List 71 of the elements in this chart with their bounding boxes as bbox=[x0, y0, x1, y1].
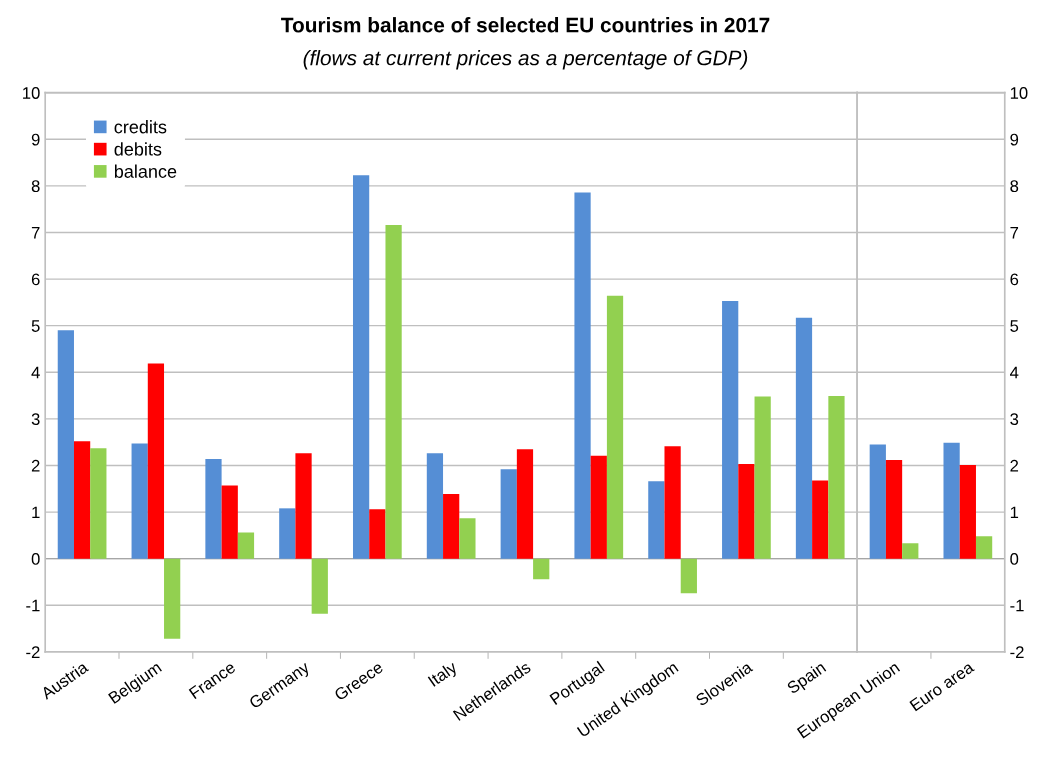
y-tick-label: 8 bbox=[31, 180, 40, 193]
y-tick-label: 7 bbox=[1010, 227, 1019, 239]
bar bbox=[237, 532, 255, 559]
y-tick-label: 4 bbox=[31, 366, 40, 379]
y-tick-label: 5 bbox=[31, 320, 40, 332]
y-tick-label: 9 bbox=[1010, 133, 1019, 146]
bar bbox=[590, 455, 607, 559]
bar bbox=[795, 317, 813, 559]
legend-label: debits bbox=[114, 142, 162, 156]
y-tick-label: 1 bbox=[1010, 506, 1019, 519]
legend-label: credits bbox=[114, 120, 167, 134]
bar bbox=[533, 558, 550, 580]
bar bbox=[722, 300, 739, 559]
bar bbox=[57, 330, 74, 559]
y-tick-label: -2 bbox=[26, 646, 40, 658]
bar bbox=[738, 464, 755, 559]
bar bbox=[221, 485, 238, 559]
y-tick-label: -1 bbox=[1010, 599, 1024, 612]
y-tick-label: 0 bbox=[1010, 553, 1019, 565]
bar bbox=[205, 458, 222, 559]
bar bbox=[459, 518, 476, 559]
y-tick-label: -2 bbox=[1010, 646, 1024, 658]
y-tick-label: 7 bbox=[31, 227, 40, 239]
bar bbox=[352, 175, 370, 559]
bar bbox=[943, 442, 960, 559]
bar bbox=[164, 558, 181, 639]
y-tick-label: 3 bbox=[1010, 413, 1019, 426]
bar bbox=[311, 558, 328, 614]
bar bbox=[369, 509, 386, 559]
y-tick-label: -1 bbox=[26, 599, 40, 612]
y-tick-label: 9 bbox=[31, 133, 40, 146]
bar bbox=[902, 543, 919, 559]
bar bbox=[648, 481, 665, 559]
bar bbox=[295, 453, 312, 559]
bar bbox=[680, 558, 697, 594]
chart-title: Tourism balance of selected EU countries in 2017 bbox=[281, 17, 770, 33]
bar bbox=[73, 441, 91, 559]
y-tick-label: 1 bbox=[32, 506, 40, 519]
bar bbox=[574, 192, 591, 559]
bar bbox=[131, 443, 148, 559]
bar bbox=[812, 480, 829, 559]
y-tick-label: 8 bbox=[1010, 180, 1019, 193]
legend-label: balance bbox=[114, 164, 177, 178]
bar bbox=[828, 396, 845, 559]
bar bbox=[664, 446, 681, 559]
bar bbox=[90, 448, 107, 559]
bar bbox=[443, 493, 460, 559]
bar bbox=[959, 465, 976, 559]
chart-subtitle: (flows at current prices as a percentage of GDP) bbox=[303, 50, 748, 70]
y-tick-label: 10 bbox=[23, 87, 40, 99]
y-tick-label: 2 bbox=[1010, 459, 1019, 472]
y-tick-label: 4 bbox=[1010, 366, 1019, 379]
bar bbox=[975, 536, 993, 559]
bar bbox=[500, 469, 517, 559]
bar bbox=[279, 508, 296, 559]
bar bbox=[754, 396, 771, 559]
bar bbox=[516, 449, 534, 559]
y-tick-label: 2 bbox=[31, 459, 40, 472]
y-tick-label: 6 bbox=[31, 273, 40, 286]
bar bbox=[147, 363, 165, 559]
bar bbox=[385, 225, 402, 559]
x-tick-label: Euro area bbox=[909, 660, 975, 712]
bar bbox=[869, 444, 886, 559]
y-tick-label: 10 bbox=[1010, 87, 1028, 99]
y-tick-label: 3 bbox=[31, 413, 40, 426]
y-tick-label: 5 bbox=[1010, 320, 1019, 332]
y-tick-label: 6 bbox=[1010, 273, 1019, 286]
bar bbox=[426, 453, 444, 559]
y-tick-label: 0 bbox=[31, 553, 40, 565]
bar bbox=[885, 459, 903, 559]
bar bbox=[606, 295, 624, 559]
